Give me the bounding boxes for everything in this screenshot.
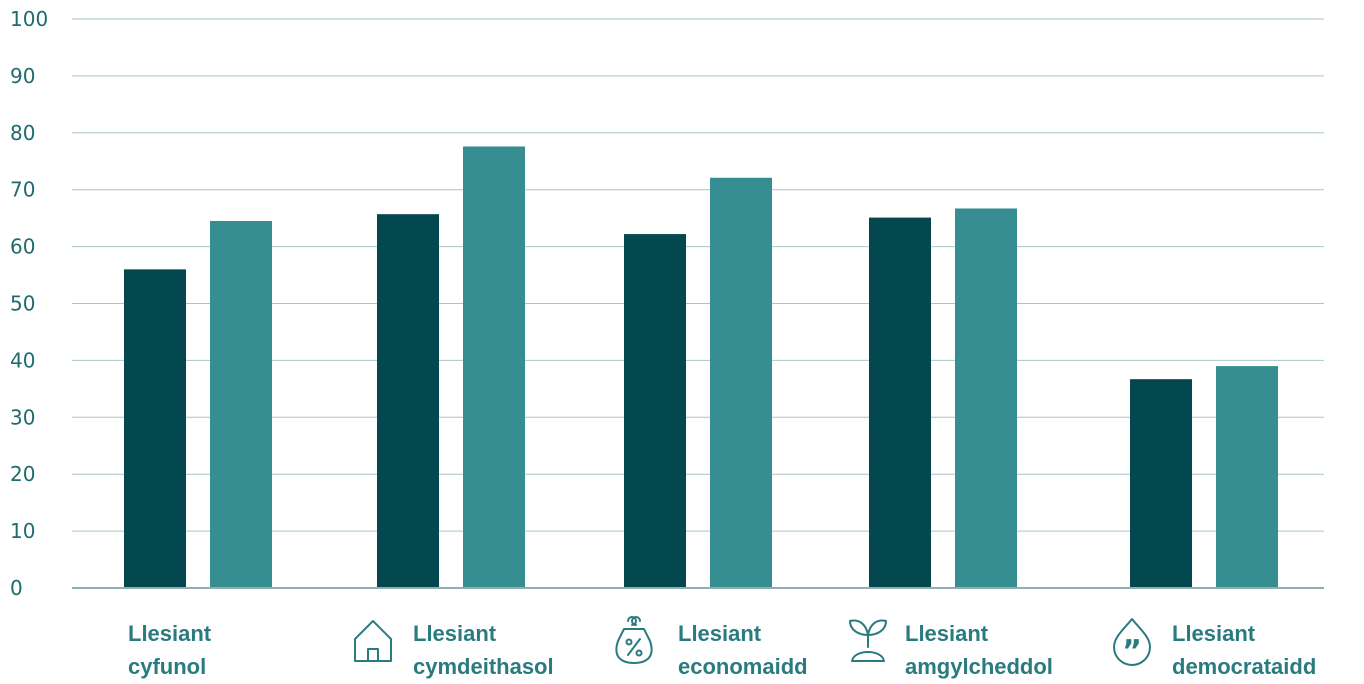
category-label-line2: cyfunol — [128, 654, 206, 679]
bar-series-2-4 — [955, 208, 1017, 589]
category-label-line1: Llesiant — [413, 621, 497, 646]
category-label-line1: Llesiant — [678, 621, 762, 646]
quote-drop-icon: ” — [1113, 618, 1151, 669]
bar-series-2-1 — [210, 220, 272, 588]
bar-series-2-2 — [463, 146, 525, 588]
bar-series-1-1 — [124, 269, 186, 588]
y-tick-label: 60 — [10, 235, 35, 259]
bar-series-1-4 — [869, 217, 931, 588]
sprout-icon — [849, 619, 887, 662]
y-tick-label: 70 — [10, 178, 35, 202]
percent-purse-icon — [615, 616, 653, 664]
y-tick-label: 90 — [10, 64, 35, 88]
bar-series-1-5 — [1130, 379, 1192, 588]
category-label-line2: cymdeithasol — [413, 654, 554, 679]
category-label-line1: Llesiant — [1172, 621, 1256, 646]
category-label-line1: Llesiant — [128, 621, 212, 646]
y-tick-label: 100 — [10, 7, 48, 31]
grid-lines — [72, 18, 1324, 532]
svg-text:”: ” — [1122, 634, 1142, 669]
y-axis-ticks: 0 10 20 30 40 50 60 70 80 90 100 — [10, 7, 48, 600]
category-label-line2: amgylcheddol — [905, 654, 1053, 679]
category-label-line2: democrataidd — [1172, 654, 1316, 679]
y-tick-label: 10 — [10, 519, 35, 543]
y-tick-label: 30 — [10, 405, 35, 429]
y-tick-label: 80 — [10, 121, 35, 145]
category-labels: Llesiant cyfunol Llesiant cymdeithasol Llesi… — [128, 616, 1316, 679]
bar-series-2-3 — [710, 177, 772, 588]
category-label-line1: Llesiant — [905, 621, 989, 646]
house-icon — [354, 620, 392, 662]
y-tick-label: 40 — [10, 348, 35, 372]
bars — [124, 146, 1278, 589]
y-tick-label: 20 — [10, 462, 35, 486]
category-label-line2: economaidd — [678, 654, 808, 679]
bar-series-2-5 — [1216, 366, 1278, 588]
y-tick-label: 50 — [10, 292, 35, 316]
bar-series-1-2 — [377, 214, 439, 589]
bar-series-1-3 — [624, 234, 686, 588]
y-tick-label: 0 — [10, 576, 23, 600]
